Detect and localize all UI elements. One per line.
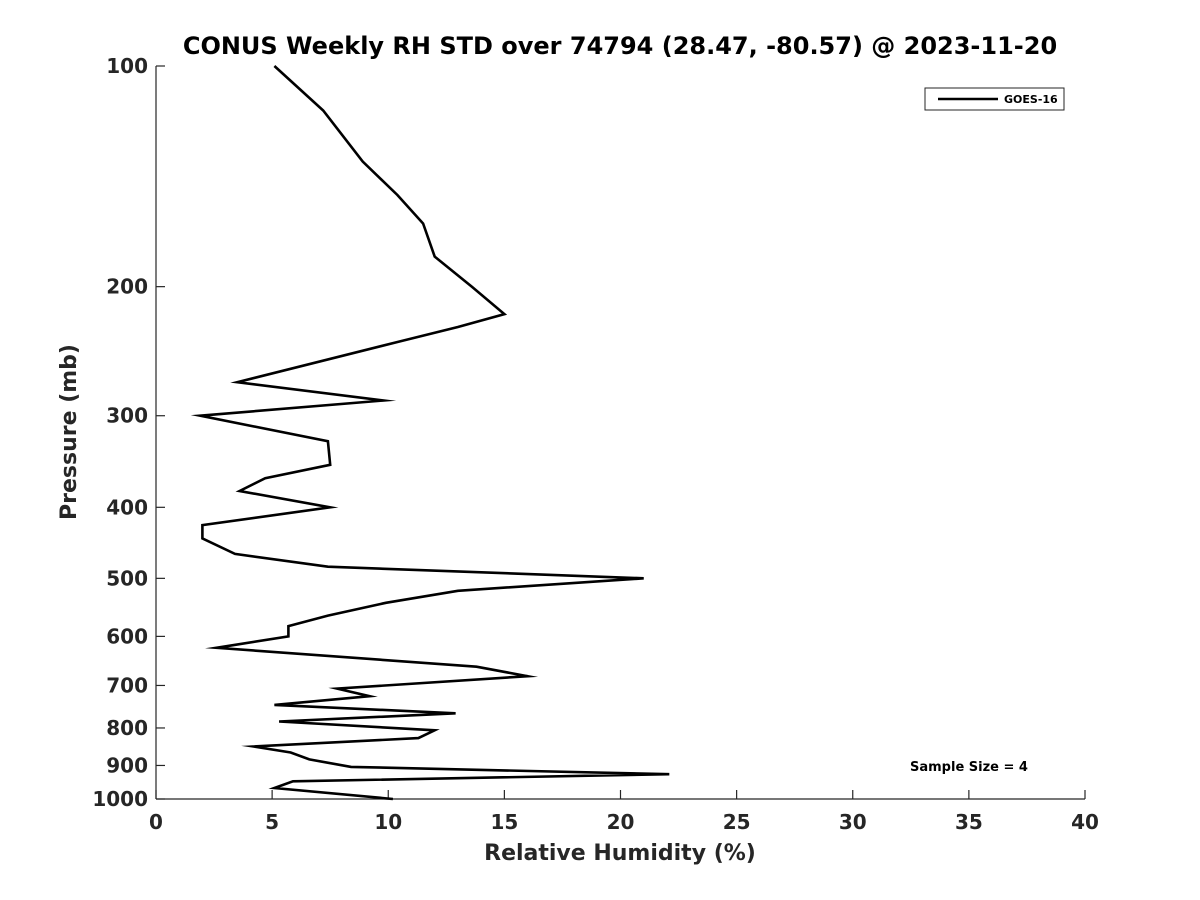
x-tick-label: 0 bbox=[149, 810, 163, 834]
legend-label-goes-16: GOES-16 bbox=[1004, 93, 1058, 106]
x-tick-label: 35 bbox=[955, 810, 983, 834]
y-tick-label: 100 bbox=[106, 54, 148, 78]
y-tick-label: 1000 bbox=[92, 787, 148, 811]
sample-size-annotation: Sample Size = 4 bbox=[910, 760, 1028, 775]
y-tick-label: 800 bbox=[106, 716, 148, 740]
chart-title: CONUS Weekly RH STD over 74794 (28.47, -… bbox=[183, 32, 1057, 60]
x-tick-label: 25 bbox=[723, 810, 751, 834]
x-ticks: 0 5 10 15 20 25 30 35 40 bbox=[149, 790, 1099, 834]
y-tick-label: 200 bbox=[106, 275, 148, 299]
series-layer bbox=[190, 65, 670, 801]
y-tick-label: 700 bbox=[106, 673, 148, 697]
x-tick-label: 20 bbox=[607, 810, 635, 834]
x-tick-label: 10 bbox=[374, 810, 402, 834]
y-tick-label: 400 bbox=[106, 495, 148, 519]
y-axis-label: Pressure (mb) bbox=[57, 344, 82, 520]
series-line-goes-16 bbox=[190, 65, 670, 801]
y-tick-label: 500 bbox=[106, 566, 148, 590]
x-tick-label: 15 bbox=[490, 810, 518, 834]
y-tick-label: 300 bbox=[106, 404, 148, 428]
x-tick-label: 30 bbox=[839, 810, 867, 834]
x-tick-label: 40 bbox=[1071, 810, 1099, 834]
x-axis-label: Relative Humidity (%) bbox=[484, 841, 756, 866]
y-tick-label: 900 bbox=[106, 753, 148, 777]
y-ticks: 100 200 300 400 500 600 700 800 900 1000 bbox=[92, 54, 165, 811]
legend: GOES-16 bbox=[924, 87, 1065, 111]
x-tick-label: 5 bbox=[265, 810, 279, 834]
y-tick-label: 600 bbox=[106, 624, 148, 648]
